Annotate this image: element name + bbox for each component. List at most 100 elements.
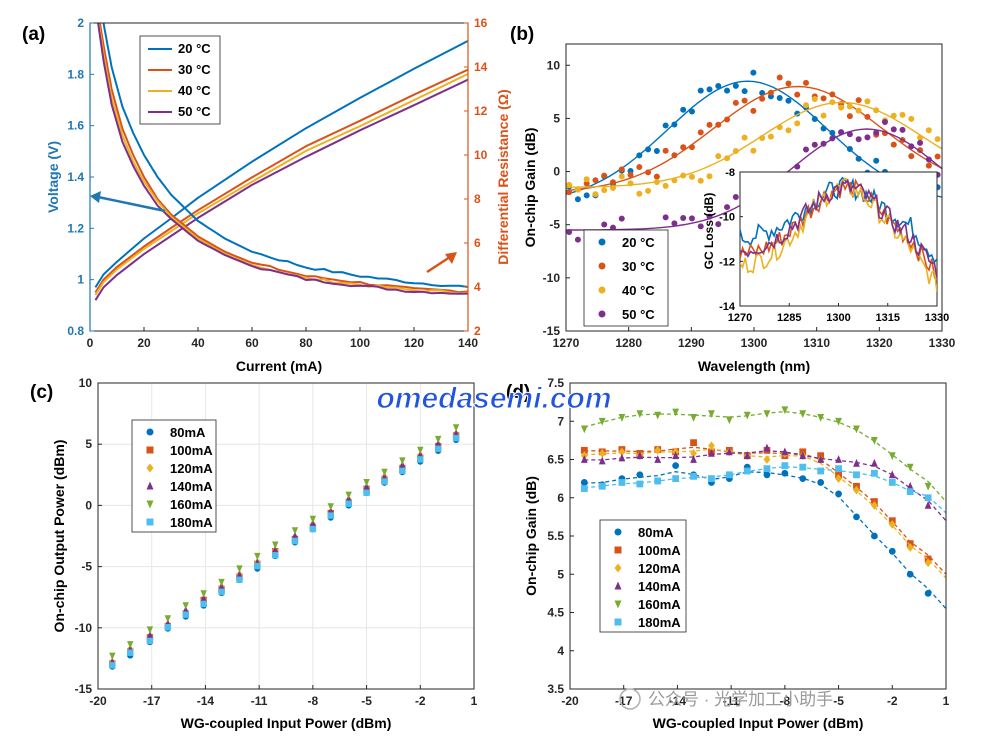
data-point xyxy=(820,125,827,132)
data-point xyxy=(452,434,460,442)
y-tick-label: -5 xyxy=(549,218,560,232)
y-tick-label: 1.2 xyxy=(67,221,84,235)
data-point xyxy=(732,193,739,200)
data-point xyxy=(654,411,662,420)
x-tick-label: 1300 xyxy=(741,336,768,350)
data-point xyxy=(618,453,626,462)
x-tick-label: 1280 xyxy=(615,336,642,350)
data-point xyxy=(614,546,622,554)
data-point xyxy=(925,162,932,169)
data-point xyxy=(254,552,261,561)
data-point xyxy=(924,501,932,509)
data-point xyxy=(763,410,771,418)
x-tick-label: 20 xyxy=(137,336,151,350)
data-point xyxy=(870,501,878,510)
data-point xyxy=(924,558,932,568)
x-tick-label: -20 xyxy=(561,694,579,708)
data-point xyxy=(817,467,825,475)
data-point xyxy=(363,489,370,496)
x-tick-label: 1330 xyxy=(929,336,956,350)
data-point xyxy=(574,186,581,193)
data-point xyxy=(309,525,317,533)
data-point xyxy=(794,163,801,170)
legend-box xyxy=(139,35,221,125)
data-point xyxy=(580,446,588,454)
panel-label: (d) xyxy=(506,382,530,403)
data-point xyxy=(636,164,643,171)
y-tick-label: 5 xyxy=(553,111,560,125)
data-point xyxy=(890,112,897,119)
y-tick-label: 12 xyxy=(474,104,488,118)
data-point xyxy=(715,121,722,128)
data-point xyxy=(906,481,914,490)
data-point xyxy=(767,133,774,140)
data-point xyxy=(853,471,860,479)
legend-label: 30 °C xyxy=(622,259,655,274)
data-point xyxy=(164,623,172,631)
data-point xyxy=(434,435,442,444)
arrow-resistance xyxy=(426,255,451,274)
x-tick-label: 1330 xyxy=(925,312,949,324)
legend-label: 120mA xyxy=(170,461,213,476)
x-tick-label: -14 xyxy=(669,694,687,708)
panel-c: -20 -17 -14 -11 -8 -5 -2 1 -15 -10 -5 0 5 10 WG-couple… xyxy=(30,376,478,731)
y-tick-label: 2 xyxy=(77,16,84,30)
data-point xyxy=(803,146,810,153)
data-point xyxy=(776,74,783,81)
data-point xyxy=(835,455,842,463)
data-point xyxy=(906,488,914,496)
data-point xyxy=(724,116,731,123)
legend-label: 50 °C xyxy=(178,104,211,119)
data-point xyxy=(725,471,733,479)
data-point xyxy=(618,447,626,457)
data-point xyxy=(715,83,722,90)
data-point xyxy=(811,141,818,148)
data-point xyxy=(164,615,172,623)
data-point xyxy=(598,482,606,490)
data-point xyxy=(725,447,733,456)
data-point xyxy=(785,127,792,134)
y-tick-label: -14 xyxy=(719,301,736,313)
x-axis-label: Wavelength (nm) xyxy=(698,358,810,374)
legend-label: 100mA xyxy=(170,443,213,458)
data-point xyxy=(146,481,154,490)
resistance-line xyxy=(98,23,468,294)
data-point xyxy=(817,455,825,463)
data-point xyxy=(688,173,695,180)
data-point xyxy=(708,448,715,457)
data-point xyxy=(724,87,731,94)
x-tick-label: -5 xyxy=(361,694,372,708)
data-point xyxy=(614,528,622,536)
data-point xyxy=(799,451,807,460)
data-point xyxy=(654,455,662,463)
data-point xyxy=(697,87,704,94)
data-point xyxy=(820,140,827,147)
plot-frame xyxy=(97,382,475,690)
data-point xyxy=(601,172,608,179)
data-point xyxy=(218,588,225,595)
y-tick-label: 7 xyxy=(557,414,564,428)
data-point xyxy=(636,190,643,197)
data-point xyxy=(715,221,722,228)
data-point xyxy=(680,172,687,179)
x-tick-label: 0 xyxy=(87,336,94,350)
data-point xyxy=(908,143,915,150)
data-point xyxy=(672,475,680,483)
data-point xyxy=(598,417,606,426)
plot-lines xyxy=(94,23,468,301)
data-point xyxy=(399,457,406,465)
y-tick-label: 1.8 xyxy=(67,67,84,81)
data-point xyxy=(724,204,731,211)
legend-label: 40 °C xyxy=(178,83,211,98)
data-point xyxy=(743,451,751,460)
data-point xyxy=(690,448,697,458)
data-point xyxy=(846,131,853,138)
data-point xyxy=(743,467,751,475)
data-point xyxy=(580,455,588,463)
legend: 80mA 100mA 120mA 140mA 160mA 180mA xyxy=(131,419,217,533)
y-axis-label: On-chip Gain (dB) xyxy=(523,476,539,596)
data-point xyxy=(671,177,678,184)
data-point xyxy=(434,445,442,452)
data-point xyxy=(781,447,789,456)
data-point xyxy=(146,637,154,645)
